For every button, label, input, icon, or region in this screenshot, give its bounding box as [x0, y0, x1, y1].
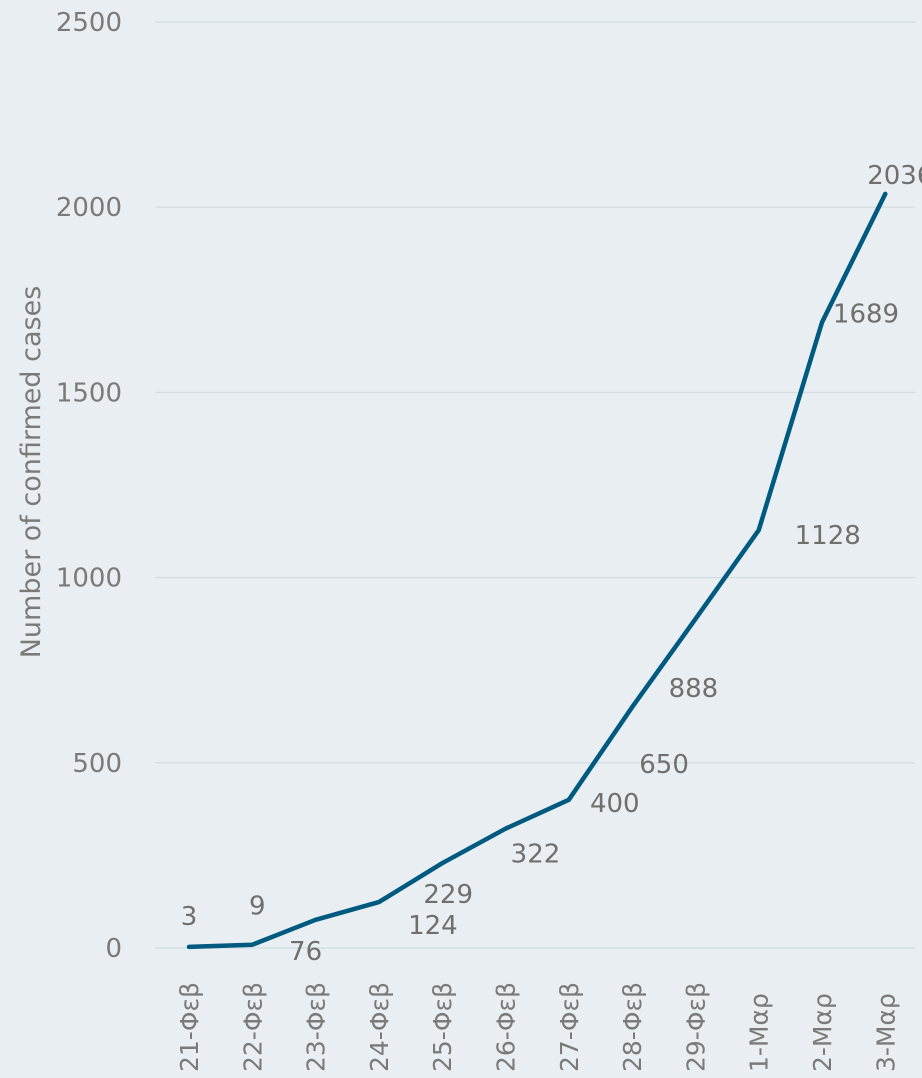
data-label-3: 124 [408, 911, 458, 941]
series-layer [186, 191, 888, 950]
y-tick-label-0: 0 [105, 934, 122, 964]
data-label-5: 322 [511, 840, 561, 870]
data-label-7: 650 [639, 750, 689, 780]
data-label-0: 3 [181, 902, 198, 932]
data-label-11: 2036 [867, 161, 922, 191]
y-tick-label-2500: 2500 [56, 8, 122, 38]
x-tick-label-5: 26-Φεβ [492, 982, 521, 1072]
y-tick-label-1000: 1000 [56, 564, 122, 594]
y-axis-label: Number of confirmed cases [16, 286, 47, 659]
data-label-9: 1128 [795, 521, 861, 551]
x-tick-label-7: 28-Φεβ [618, 982, 647, 1072]
y-tick-label-2000: 2000 [56, 193, 122, 223]
x-tick-label-9: 1-Μαρ [745, 993, 774, 1072]
data-label-4: 229 [423, 880, 473, 910]
x-tick-label-6: 27-Φεβ [555, 982, 584, 1072]
y-tick-label-1500: 1500 [56, 378, 122, 408]
series-line-0 [186, 191, 888, 950]
x-tick-label-10: 2-Μαρ [808, 993, 837, 1072]
x-tick-label-1: 22-Φεβ [238, 982, 267, 1072]
data-label-10: 1689 [833, 299, 899, 329]
y-tick-label-500: 500 [72, 749, 122, 779]
x-tick-label-2: 23-Φεβ [302, 982, 331, 1072]
y-axis-label-group: Number of confirmed cases [16, 286, 47, 659]
y-axis-tick-labels: 0 500 1000 1500 2000 2500 [56, 8, 122, 964]
x-axis-tick-labels: 21-Φεβ 22-Φεβ 23-Φεβ 24-Φεβ 25-Φεβ 26-Φεβ 27-Φ… [175, 982, 900, 1072]
x-tick-label-8: 29-Φεβ [681, 982, 710, 1072]
gridlines [155, 21, 915, 949]
x-tick-label-0: 21-Φεβ [175, 982, 204, 1072]
x-tick-label-4: 25-Φεβ [428, 982, 457, 1072]
data-label-6: 400 [590, 789, 640, 819]
data-label-2: 76 [289, 937, 322, 967]
data-label-8: 888 [669, 674, 719, 704]
x-tick-label-3: 24-Φεβ [365, 982, 394, 1072]
x-tick-label-11: 3-Μαρ [871, 993, 900, 1072]
data-label-1: 9 [249, 892, 266, 922]
